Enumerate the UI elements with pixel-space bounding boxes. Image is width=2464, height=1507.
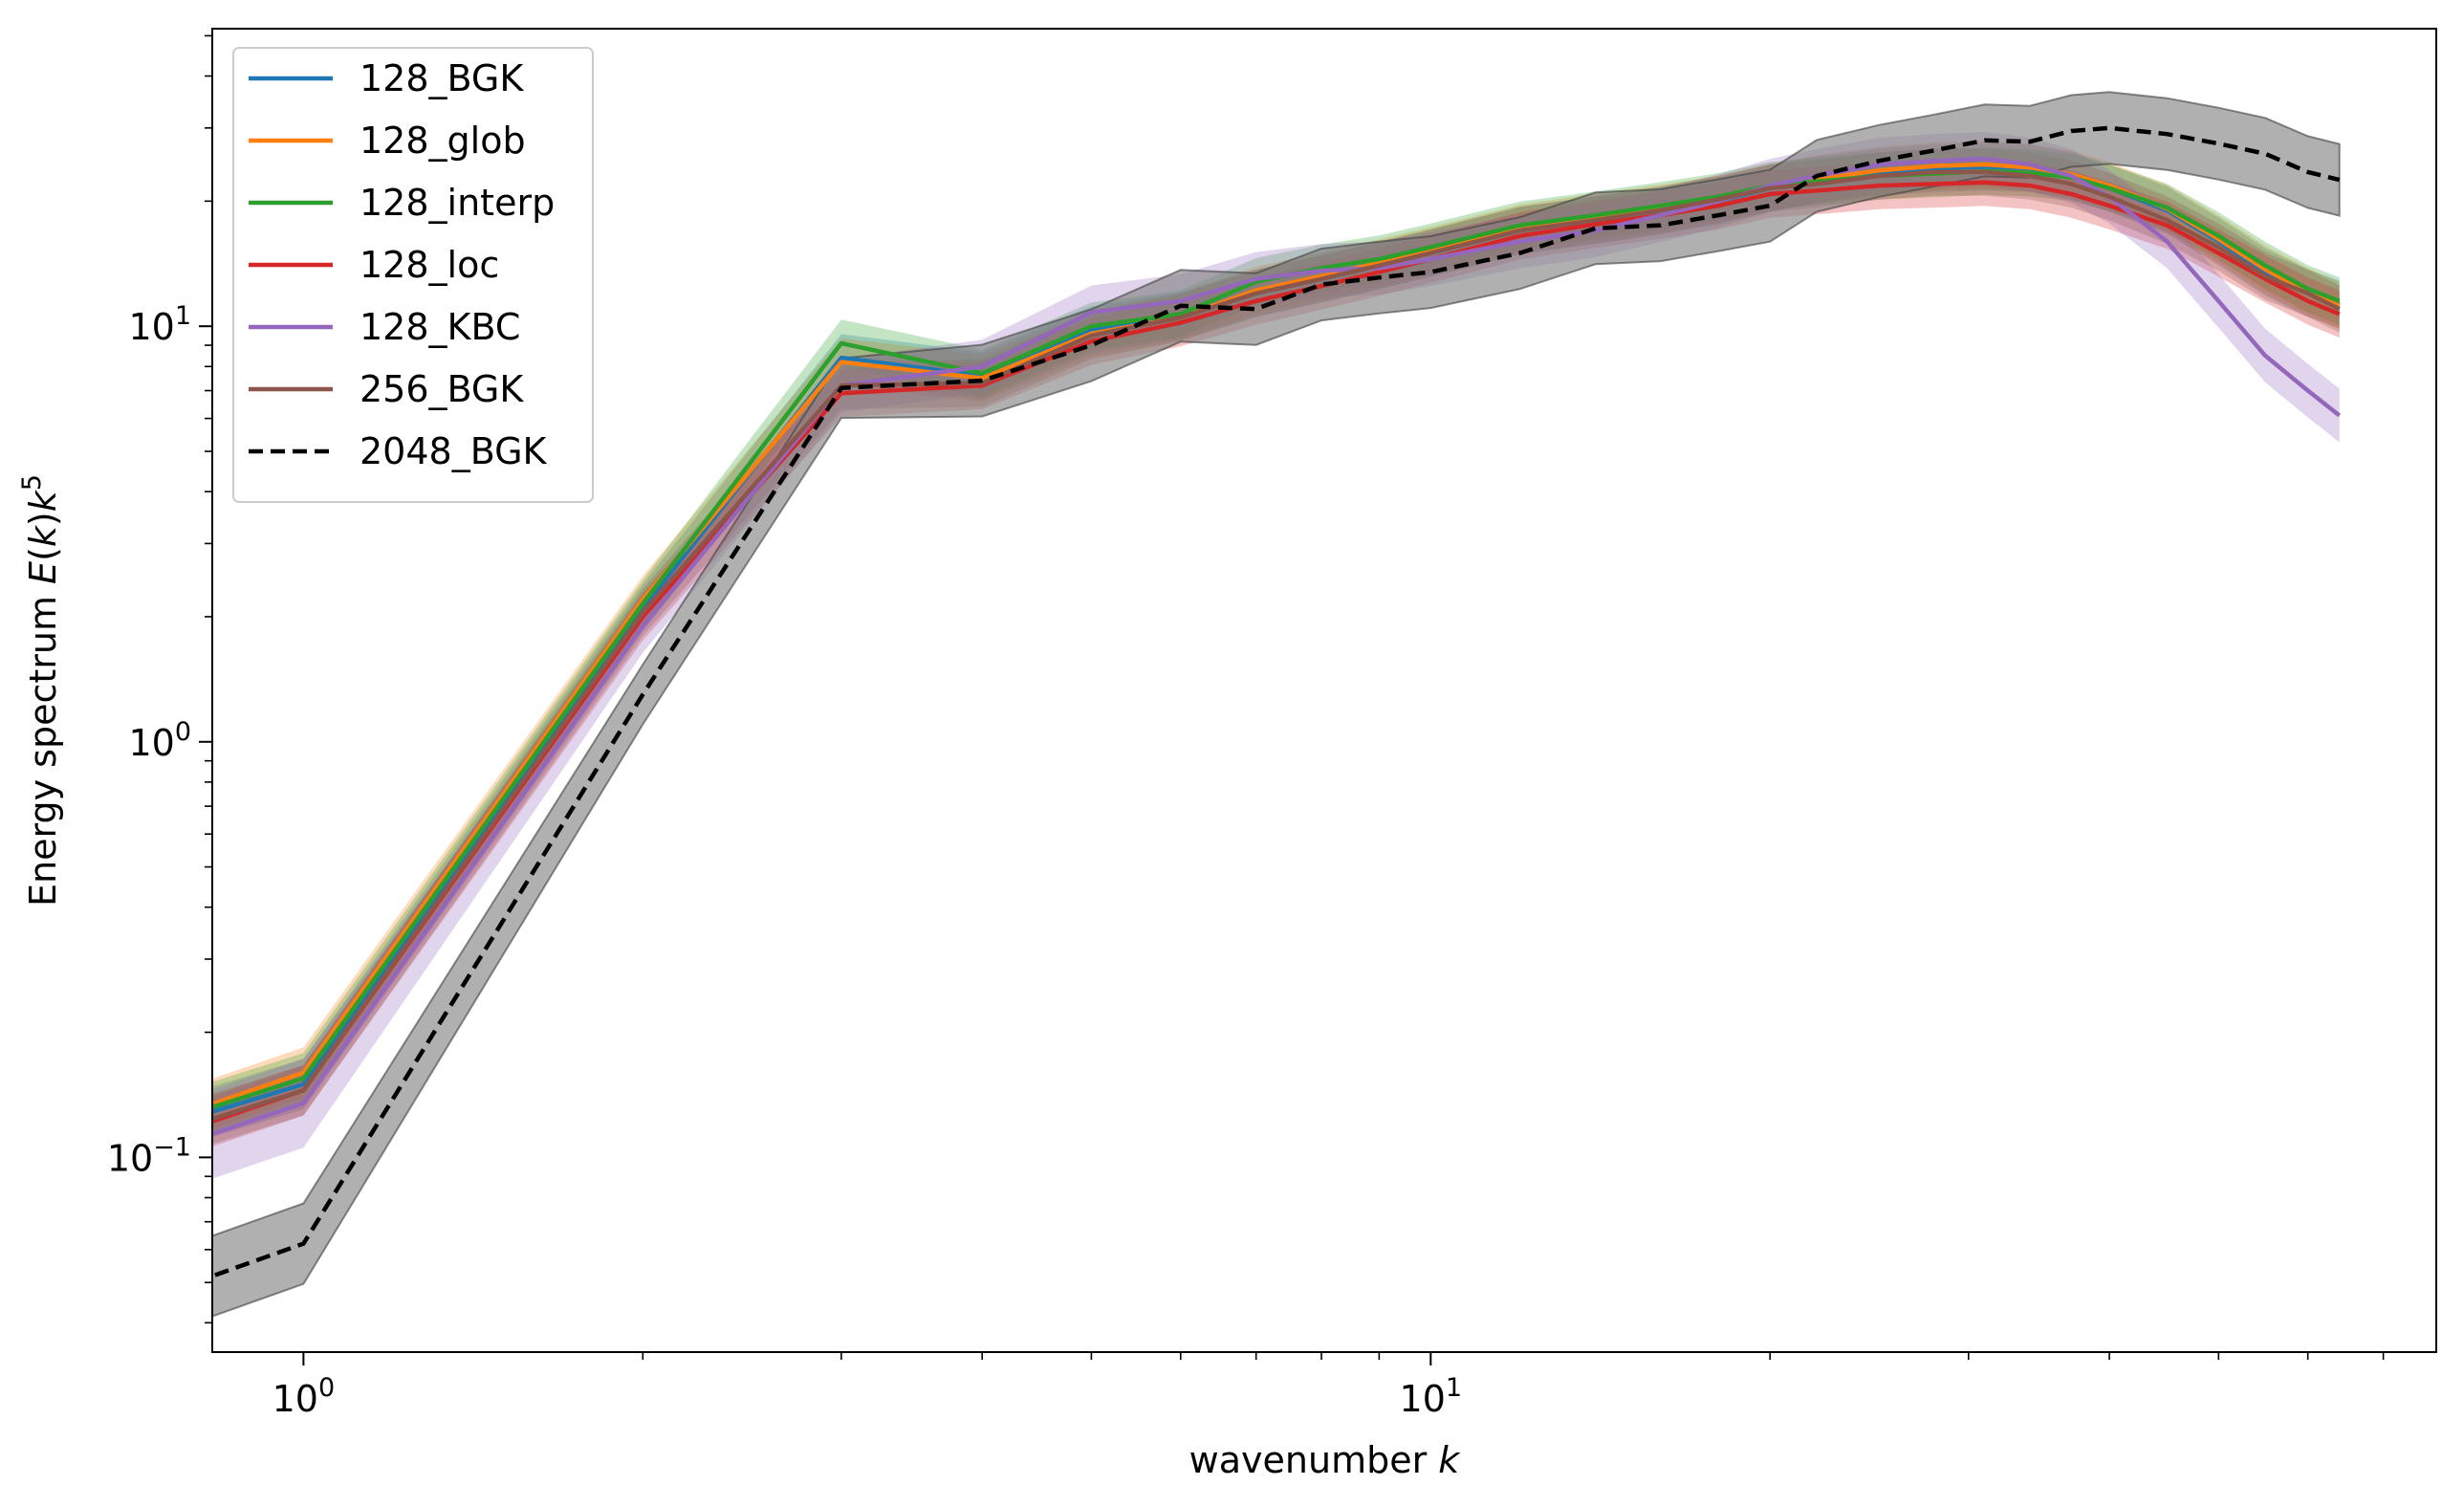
legend-label: 128_glob: [360, 120, 526, 162]
legend-label: 256_BGK: [360, 368, 524, 410]
series-line-2048_BGK: [212, 125, 2341, 1278]
legend-label: 128_loc: [360, 244, 499, 286]
legend-label: 128_BGK: [360, 57, 524, 99]
y-axis-label: Energy spectrum E(k)k5: [17, 474, 64, 906]
legend-label: 128_interp: [360, 182, 555, 224]
plot-frame: [211, 28, 2437, 1353]
x-axis-label: wavenumber k: [1189, 1439, 1462, 1481]
series-line-128_interp: [212, 168, 2341, 1110]
legend-label: 128_KBC: [360, 306, 520, 348]
band-128_KBC: [212, 132, 2340, 1179]
series-line-128_KBC: [212, 156, 2342, 1137]
y-tick-label: 10−1: [107, 1132, 191, 1179]
series-line-256_BGK: [212, 169, 2341, 1122]
x-tick-label: 100: [273, 1373, 336, 1420]
series-lines: [212, 125, 2342, 1278]
legend-label: 2048_BGK: [360, 430, 548, 472]
legend: 128_BGK 128_glob 128_interp 128_loc 128_KBC 2…: [232, 47, 594, 503]
y-tick-label: 101: [128, 301, 191, 348]
